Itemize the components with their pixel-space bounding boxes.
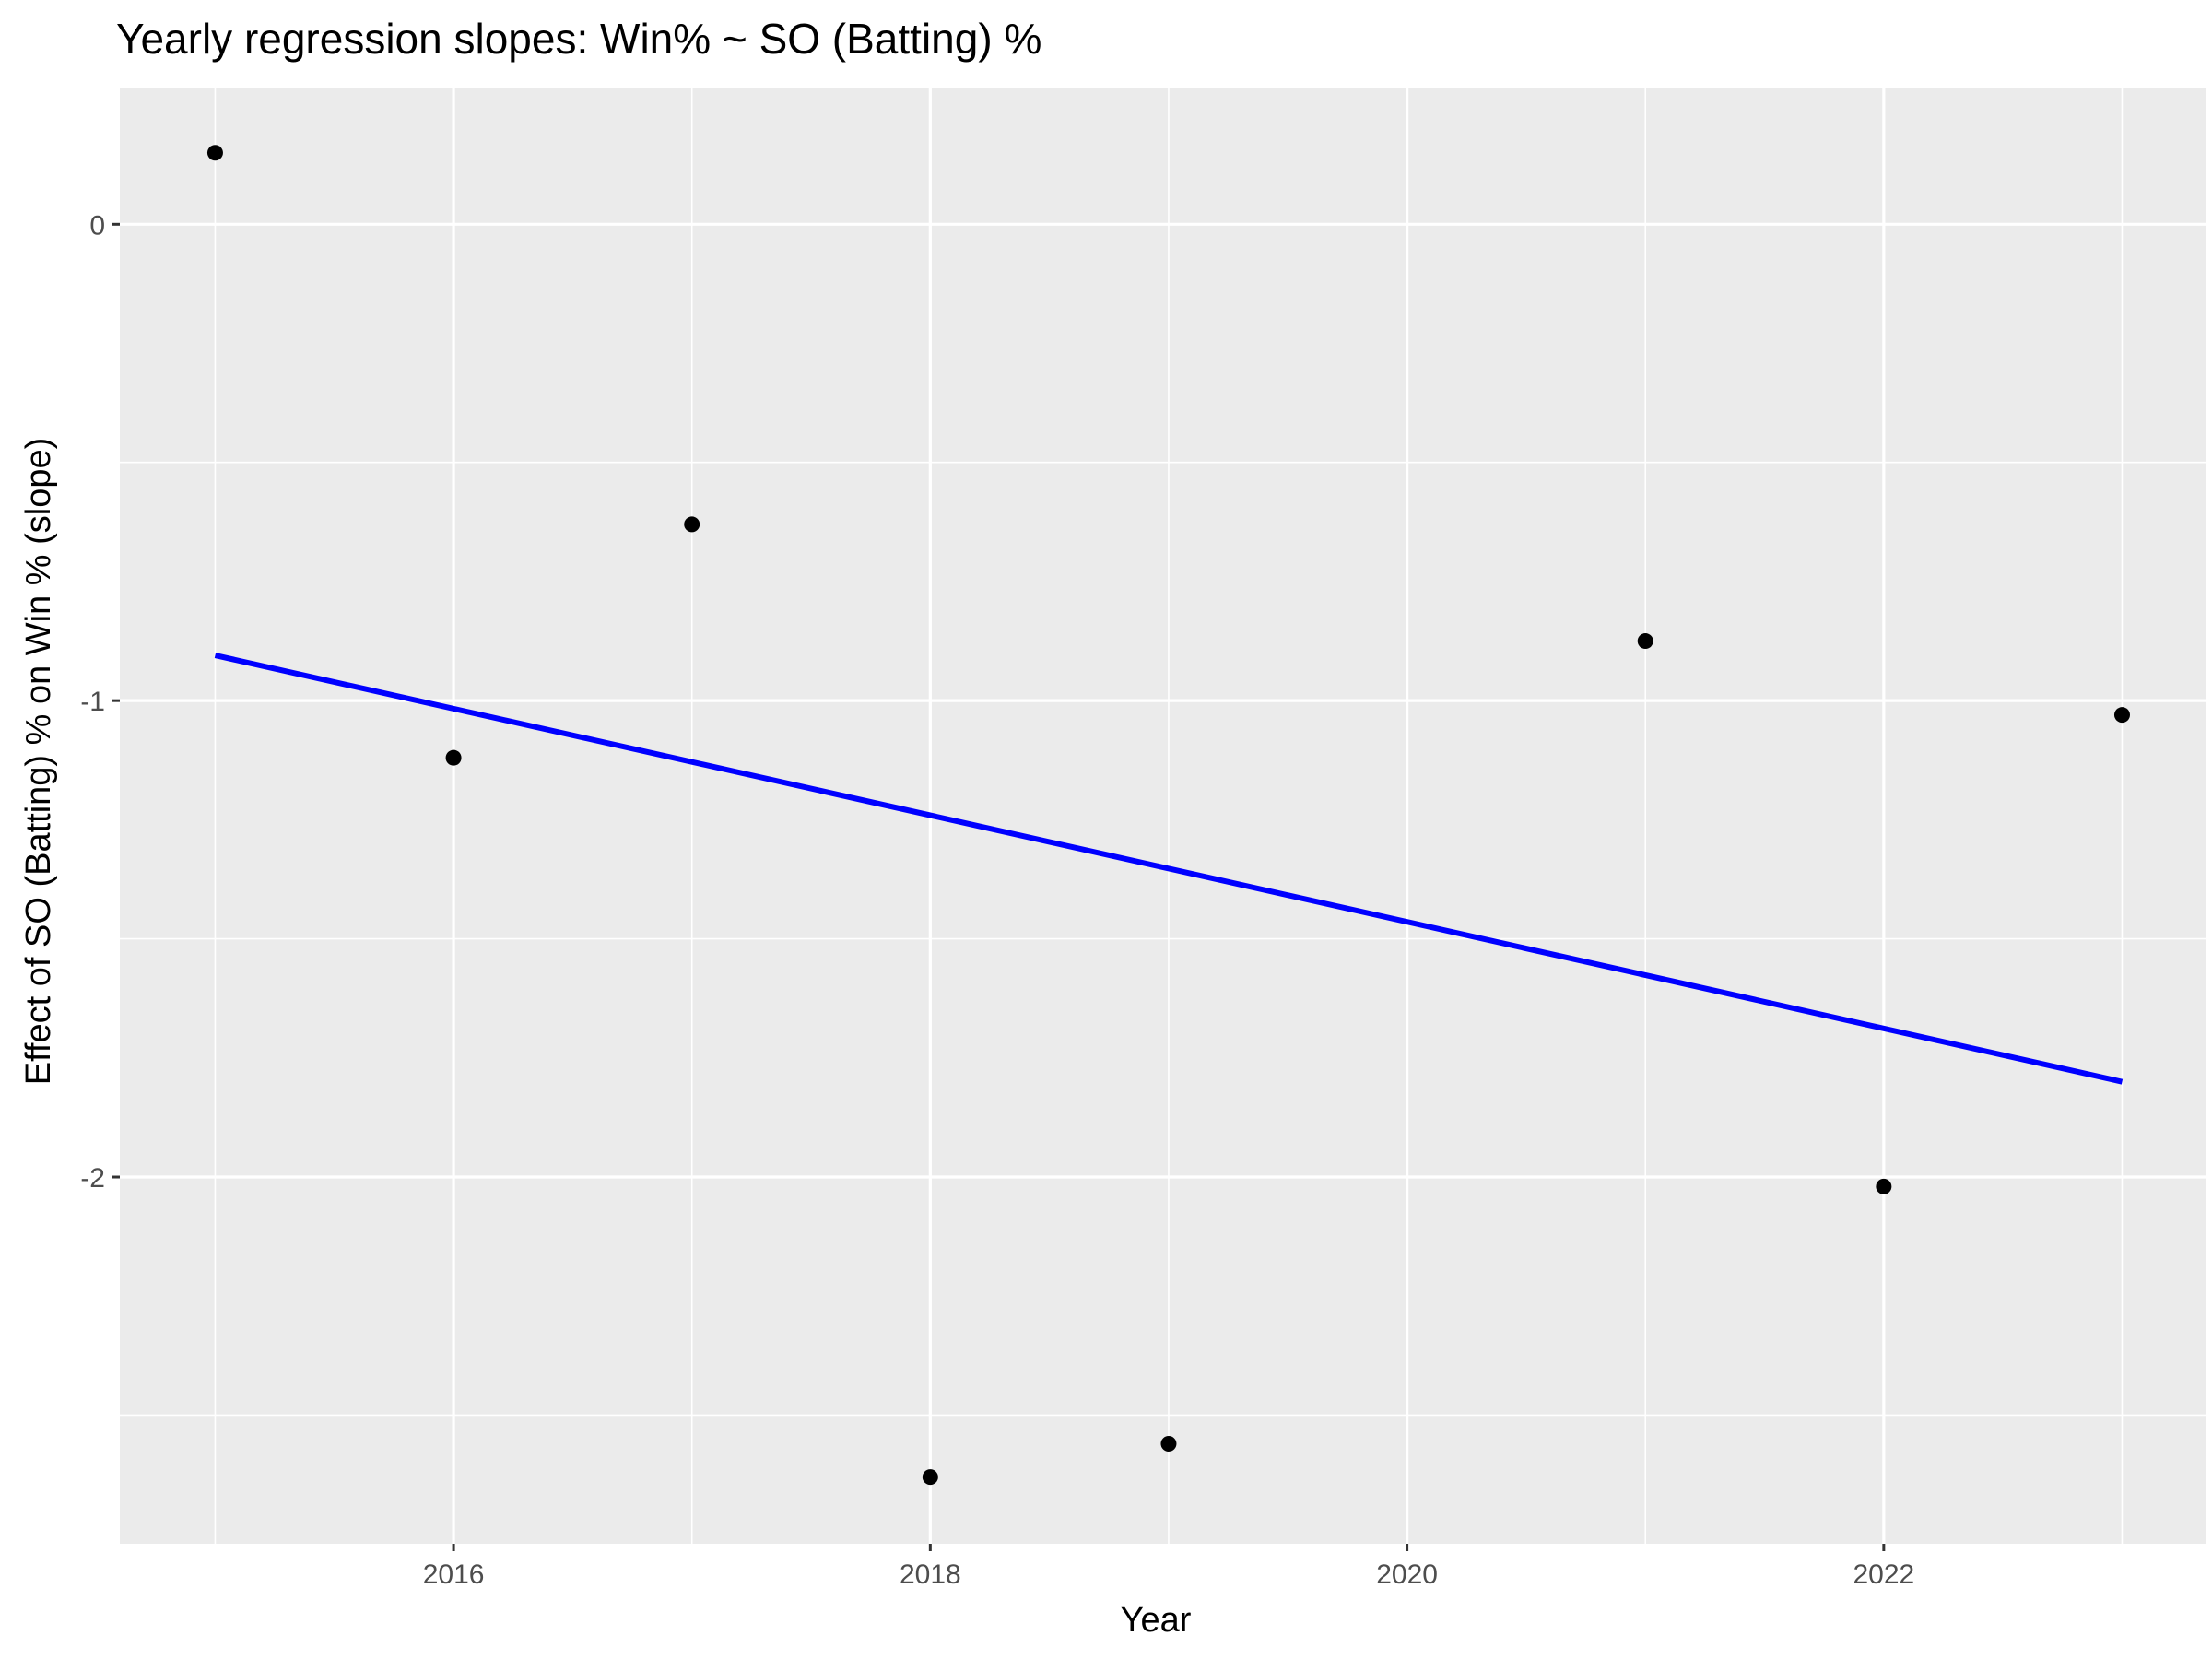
x-axis: 2016 2018 2020 2022 bbox=[423, 1544, 1914, 1590]
trend-line-group bbox=[214, 653, 2124, 1085]
x-axis-label: Year bbox=[1121, 1601, 1192, 1640]
x-tick-label: 2018 bbox=[900, 1559, 961, 1590]
trend-line bbox=[214, 653, 2124, 1085]
x-tick-label: 2022 bbox=[1853, 1559, 1914, 1590]
y-tick-label: -1 bbox=[80, 687, 105, 717]
chart-title: Yearly regression slopes: Win% ~ SO (Bat… bbox=[116, 15, 1041, 63]
plot-panel bbox=[120, 88, 2206, 1544]
data-point bbox=[1876, 1178, 1892, 1194]
data-points bbox=[206, 145, 2130, 1486]
x-tick-label: 2020 bbox=[1376, 1559, 1438, 1590]
data-point bbox=[1160, 1435, 1177, 1452]
y-tick-label: -2 bbox=[80, 1163, 105, 1194]
data-point bbox=[445, 749, 462, 766]
data-point bbox=[1637, 633, 1653, 650]
minor-gridlines bbox=[120, 88, 2206, 1544]
y-tick-label: 0 bbox=[89, 210, 105, 241]
major-gridlines bbox=[120, 88, 2206, 1544]
data-point bbox=[922, 1469, 938, 1486]
data-point bbox=[206, 145, 223, 161]
y-axis: 0 -1 -2 bbox=[80, 210, 120, 1194]
x-tick-label: 2016 bbox=[423, 1559, 485, 1590]
data-point bbox=[684, 516, 700, 533]
y-axis-label: Effect of SO (Batting) % on Win % (slope… bbox=[19, 438, 58, 1086]
data-point bbox=[2113, 707, 2130, 724]
